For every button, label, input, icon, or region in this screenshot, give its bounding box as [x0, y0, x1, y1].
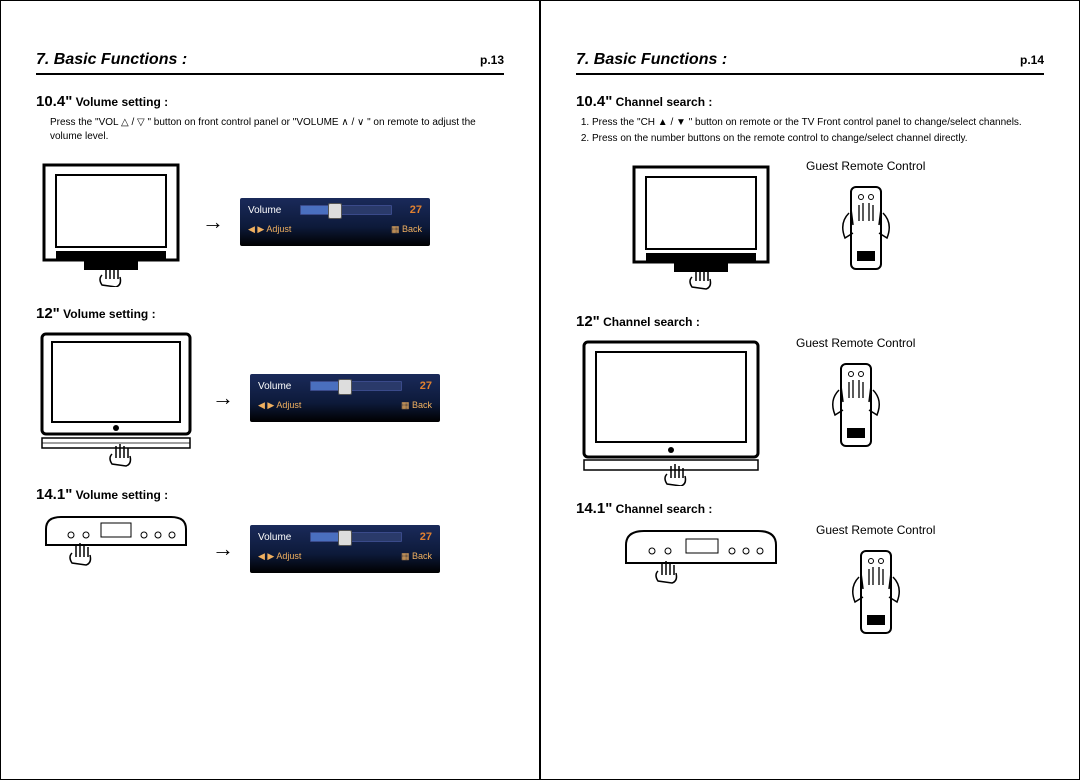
fig-row-14-1-ch: Guest Remote Control: [576, 523, 1044, 642]
fig-row-12-ch: Guest Remote Control: [576, 336, 1044, 486]
tv-icon: [626, 159, 776, 299]
page-left: 7. Basic Functions : p.13 10.4" Volume s…: [0, 0, 540, 780]
osd-label: Volume: [258, 381, 291, 392]
osd-back: Back: [412, 551, 432, 561]
section-head-14-1: 14.1" Volume setting :: [36, 486, 504, 503]
osd-slider: [310, 381, 402, 391]
tv-14-1: [36, 509, 196, 589]
list-item: Press the "CH ▲ / ▼ " button on remote o…: [592, 116, 1044, 130]
remote-col-1: Guest Remote Control: [806, 159, 925, 278]
osd-back: Back: [412, 400, 432, 410]
section-title: Volume setting :: [76, 95, 168, 109]
fig-row-10-4: → Volume 27 ◀ ▶ Adjust ▦ Back: [36, 157, 504, 287]
size-label: 12": [576, 313, 600, 330]
header-left: 7. Basic Functions : p.13: [36, 51, 504, 75]
tv-14-1-ch: [616, 523, 786, 603]
remote-col-2: Guest Remote Control: [796, 336, 915, 455]
section-title: Channel search :: [603, 315, 700, 329]
tv-10-4: [36, 157, 186, 287]
tv-10-4-ch: [626, 159, 776, 299]
section-head-12-ch: 12" Channel search :: [576, 313, 1044, 330]
tv-12: [36, 328, 196, 468]
remote-col-3: Guest Remote Control: [816, 523, 935, 642]
osd-volume-3: Volume 27 ◀ ▶ Adjust ▦ Back: [250, 525, 440, 573]
section-title: Volume setting :: [63, 307, 155, 321]
osd-value: 27: [420, 531, 432, 543]
chapter-title: 7. Basic Functions :: [576, 51, 727, 69]
osd-adjust: Adjust: [266, 224, 291, 234]
remote-label: Guest Remote Control: [796, 336, 915, 350]
remote-icon: [831, 183, 901, 278]
section-head-12: 12" Volume setting :: [36, 305, 504, 322]
osd-slider: [310, 532, 402, 542]
arrow-icon: →: [202, 209, 224, 235]
chapter-title: 7. Basic Functions :: [36, 51, 187, 69]
osd-label: Volume: [248, 205, 281, 216]
tv-icon: [36, 328, 196, 468]
section-title: Channel search :: [616, 95, 713, 109]
osd-volume-2: Volume 27 ◀ ▶ Adjust ▦ Back: [250, 374, 440, 422]
remote-icon: [821, 360, 891, 455]
fig-row-14-1: → Volume 27 ◀ ▶ Adjust ▦ Back: [36, 509, 504, 589]
osd-volume-1: Volume 27 ◀ ▶ Adjust ▦ Back: [240, 198, 430, 246]
section-head-10-4-ch: 10.4" Channel search :: [576, 93, 1044, 110]
osd-adjust: Adjust: [276, 551, 301, 561]
size-label: 10.4": [576, 93, 612, 110]
osd-label: Volume: [258, 532, 291, 543]
remote-label: Guest Remote Control: [806, 159, 925, 173]
osd-slider: [300, 205, 392, 215]
tv-icon: [576, 336, 766, 486]
section-title: Volume setting :: [76, 488, 168, 502]
fig-row-10-4-ch: Guest Remote Control: [576, 159, 1044, 299]
tv-panel-icon: [616, 523, 786, 603]
section-head-14-1-ch: 14.1" Channel search :: [576, 500, 1044, 517]
size-label: 14.1": [36, 486, 72, 503]
arrow-icon: →: [212, 385, 234, 411]
osd-back: Back: [402, 224, 422, 234]
osd-value: 27: [420, 380, 432, 392]
tv-12-ch: [576, 336, 766, 486]
header-right: 7. Basic Functions : p.14: [576, 51, 1044, 75]
page-number: p.14: [1020, 53, 1044, 67]
fig-row-12: → Volume 27 ◀ ▶ Adjust ▦ Back: [36, 328, 504, 468]
remote-icon: [841, 547, 911, 642]
osd-adjust: Adjust: [276, 400, 301, 410]
section-head-10-4: 10.4" Volume setting :: [36, 93, 504, 110]
tv-icon: [36, 157, 186, 287]
body-text-10-4: Press the "VOL △ / ▽ " button on front c…: [50, 116, 504, 143]
remote-label: Guest Remote Control: [816, 523, 935, 537]
section-title: Channel search :: [616, 502, 713, 516]
tv-panel-icon: [36, 509, 196, 589]
body-list-10-4: Press the "CH ▲ / ▼ " button on remote o…: [576, 116, 1044, 145]
gutter-line: [540, 0, 541, 780]
arrow-icon: →: [212, 536, 234, 562]
size-label: 12": [36, 305, 60, 322]
size-label: 14.1": [576, 500, 612, 517]
page-number: p.13: [480, 53, 504, 67]
osd-value: 27: [410, 204, 422, 216]
list-item: Press on the number buttons on the remot…: [592, 132, 1044, 146]
page-right: 7. Basic Functions : p.14 10.4" Channel …: [540, 0, 1080, 780]
size-label: 10.4": [36, 93, 72, 110]
